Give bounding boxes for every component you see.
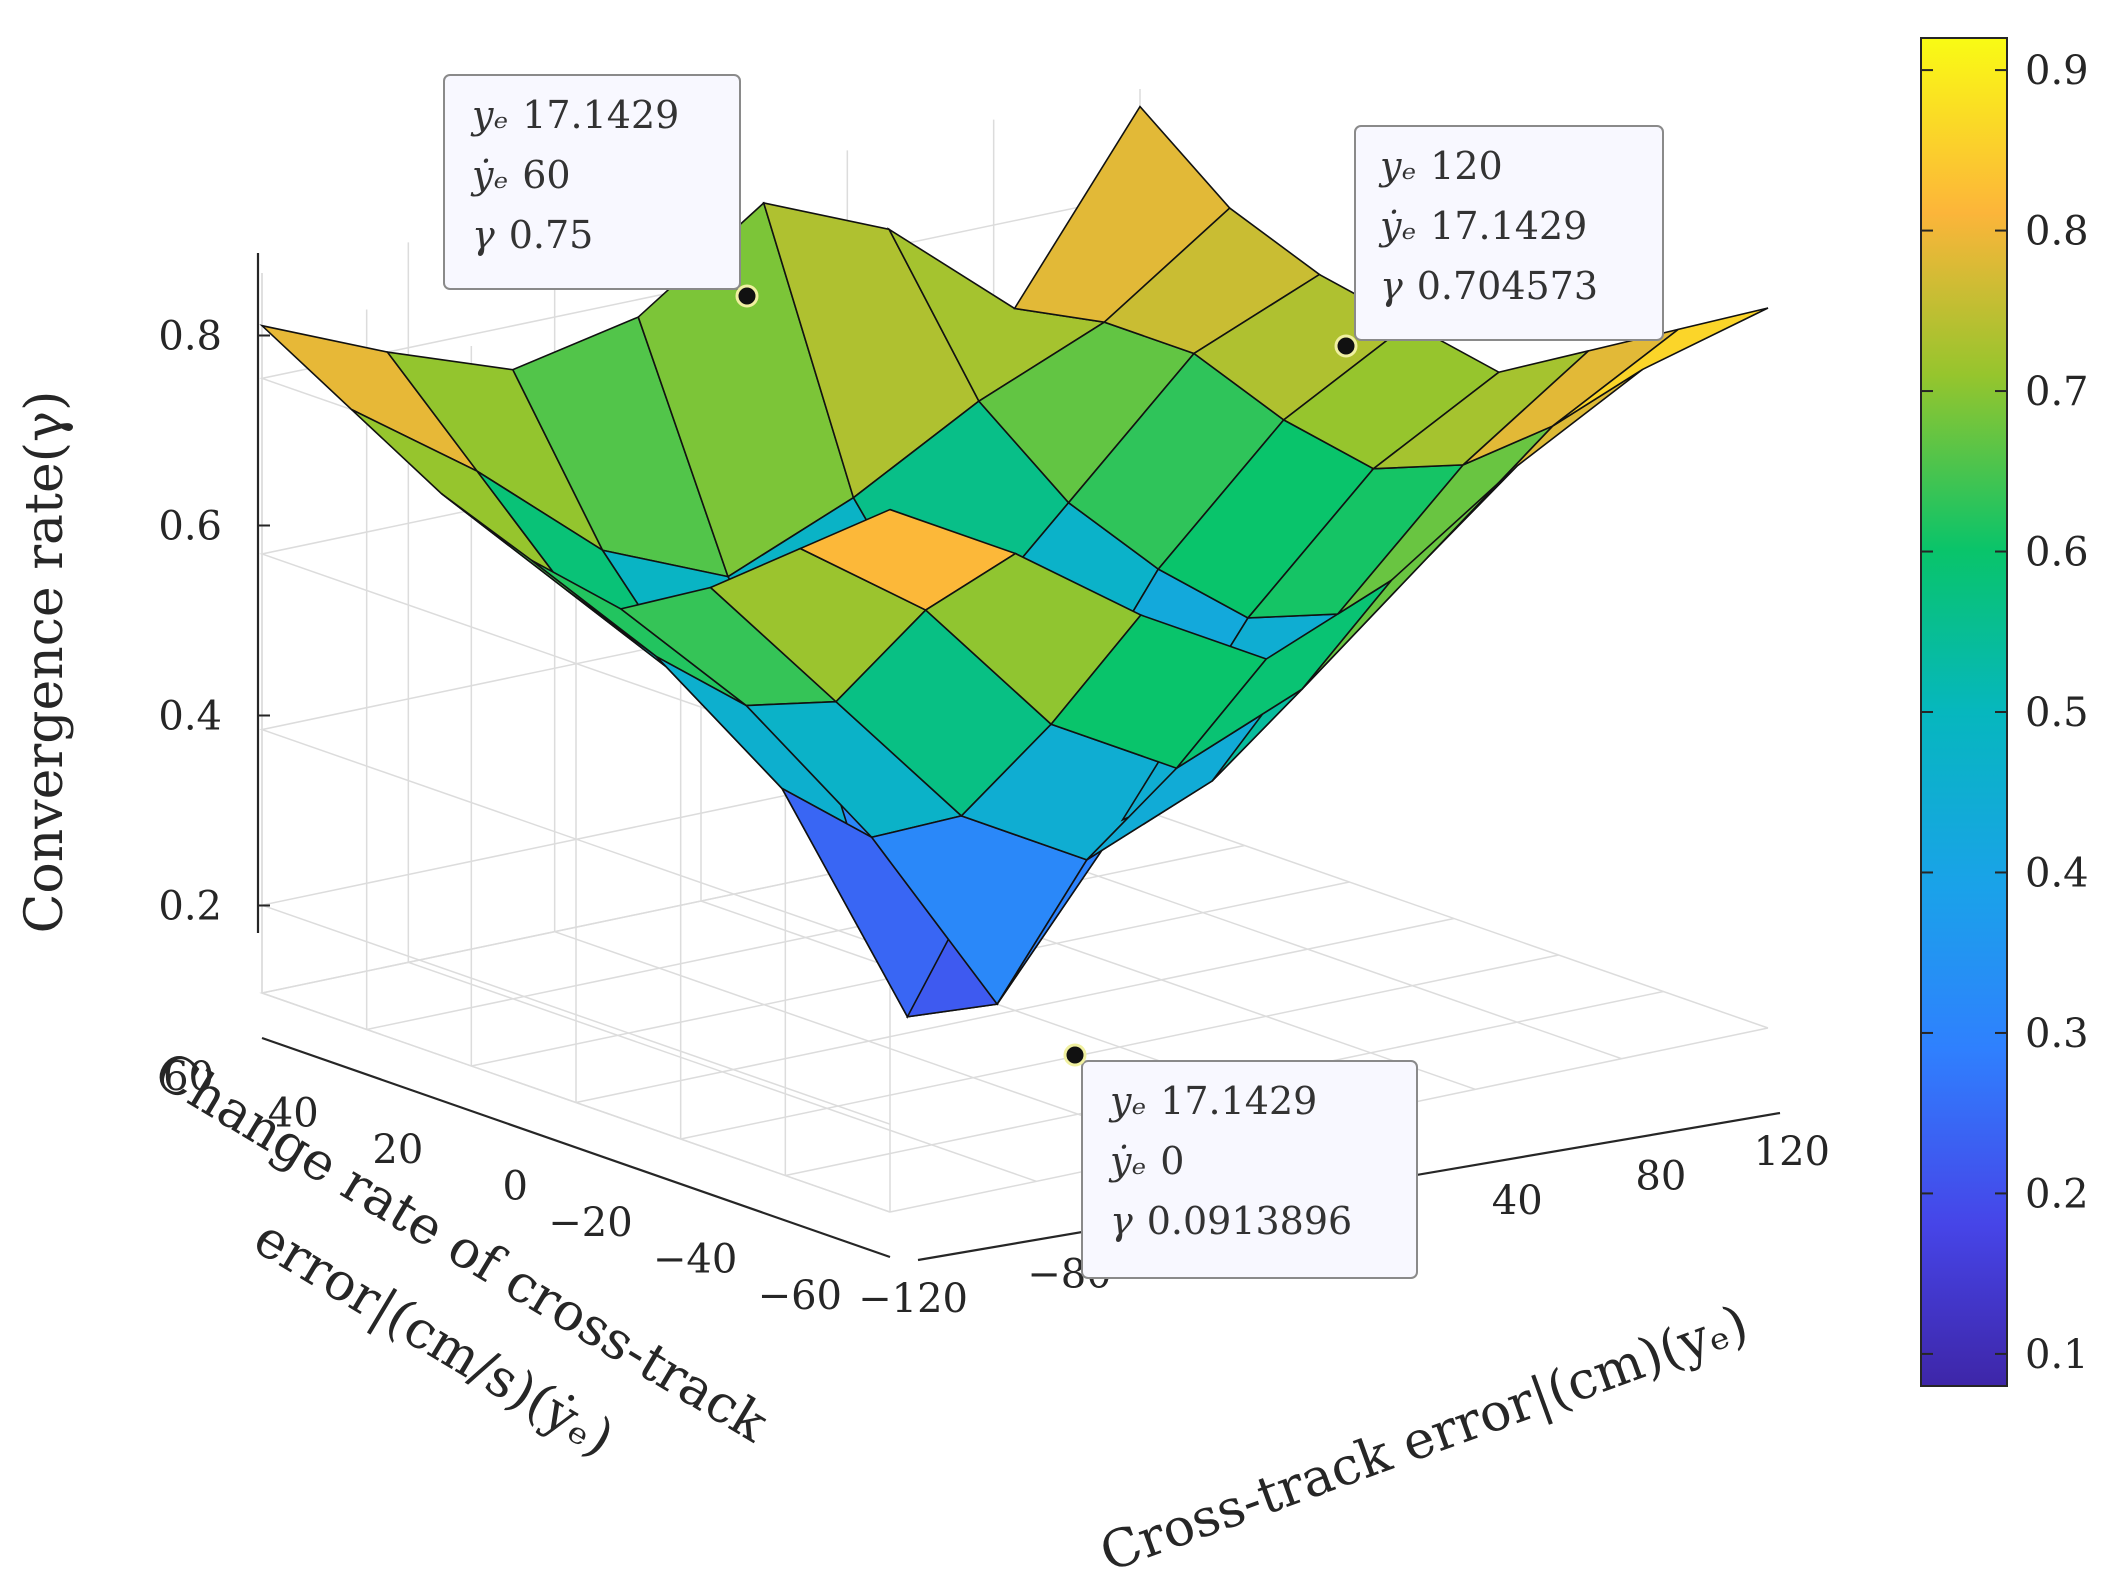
grid-line <box>261 992 891 1213</box>
datatip-gamma-label: γ <box>472 213 495 257</box>
datatips-layer: yₑ 17.1429 ẏₑ 60 γ 0.75 yₑ 120 ẏₑ 17.1429 γ 0.… <box>443 74 1664 1279</box>
z-tick-label: 0.2 <box>158 884 222 930</box>
datatip-ydot-label: ẏₑ <box>1378 204 1416 248</box>
datatip-ydot-value: 0 <box>1160 1139 1184 1183</box>
colorbar-tick-label: 0.7 <box>2025 369 2089 415</box>
surface-layer <box>259 105 1769 1019</box>
y-axis-line <box>261 1036 891 1259</box>
datatip-ydot-value: 17.1429 <box>1430 204 1587 248</box>
x-tick-label: 80 <box>1635 1154 1686 1200</box>
colorbar-tick-label: 0.6 <box>2025 530 2089 576</box>
z-axis-title: Convergence rate(γ) <box>15 391 75 934</box>
y-tick-label: 40 <box>268 1091 319 1137</box>
datatip-ydot-label: ẏₑ <box>1108 1139 1146 1183</box>
datatip-gamma-value: 0.704573 <box>1417 264 1598 308</box>
datatip-top-right[interactable]: yₑ 120 ẏₑ 17.1429 γ 0.704573 <box>1334 125 1664 358</box>
datatip-ye-value: 120 <box>1430 144 1503 188</box>
datatip-ye-label: yₑ <box>1108 1079 1146 1123</box>
x-tick-label: −120 <box>858 1276 968 1322</box>
svg-text:γ0.704573: γ 0.704573 <box>1380 264 1598 308</box>
grid-line <box>408 961 1037 1183</box>
datatip-gamma-label: γ <box>1380 264 1403 308</box>
grid-line <box>1139 808 1769 1029</box>
datatip-marker[interactable] <box>1334 334 1358 358</box>
datatip-ye-value: 17.1429 <box>522 93 679 137</box>
z-tick-label: 0.4 <box>158 694 222 740</box>
colorbar-tick-label: 0.4 <box>2025 850 2089 896</box>
y-tick-label: −40 <box>653 1237 737 1283</box>
datatip-ydot-label: ẏₑ <box>470 153 508 197</box>
svg-text:ẏₑ0: ẏₑ 0 <box>1108 1139 1184 1183</box>
colorbar-tick-label: 0.3 <box>2025 1011 2089 1057</box>
datatip-ye-value: 17.1429 <box>1160 1079 1317 1123</box>
colorbar-ticks: 0.1 0.2 0.3 0.4 0.5 0.6 0.7 0.8 0.9 <box>1921 48 2089 1378</box>
y-tick-label: 60 <box>163 1054 214 1100</box>
colorbar-tick-label: 0.5 <box>2025 690 2089 736</box>
colorbar-tick-label: 0.8 <box>2025 209 2089 255</box>
y-tick-label: −60 <box>758 1273 842 1319</box>
y-tick-label: −20 <box>548 1200 632 1246</box>
datatip-top-left[interactable]: yₑ 17.1429 ẏₑ 60 γ 0.75 <box>443 74 759 308</box>
svg-text:γ0.0913896: γ 0.0913896 <box>1110 1199 1352 1243</box>
grid-line <box>993 838 1622 1060</box>
datatip-ydot-value: 60 <box>522 153 570 197</box>
z-tick-label: 0.8 <box>158 314 222 360</box>
z-tick-label: 0.6 <box>158 504 222 550</box>
colorbar-tick-label: 0.2 <box>2025 1171 2089 1217</box>
colorbar-tick-label: 0.9 <box>2025 48 2089 94</box>
colorbar-tick-label: 0.1 <box>2025 1332 2089 1378</box>
x-tick-label: 120 <box>1754 1129 1830 1175</box>
x-axis-title: Cross-track error|(cm)(yₑ) <box>1093 1294 1756 1583</box>
datatip-marker[interactable] <box>1063 1043 1087 1067</box>
colorbar <box>1920 37 2008 1387</box>
x-tick-label: 40 <box>1492 1178 1543 1224</box>
surface-patch <box>1552 307 1769 427</box>
datatip-ye-label: yₑ <box>470 93 508 137</box>
datatip-ye-label: yₑ <box>1378 144 1416 188</box>
svg-text:γ0.75: γ 0.75 <box>472 213 593 257</box>
datatip-gamma-value: 0.75 <box>509 213 594 257</box>
datatip-marker[interactable] <box>735 284 759 308</box>
y-tick-label: 0 <box>503 1164 528 1210</box>
datatip-gamma-value: 0.0913896 <box>1147 1199 1353 1243</box>
y-tick-label: 20 <box>372 1127 423 1173</box>
grid-line <box>554 930 1183 1152</box>
datatip-bottom[interactable]: yₑ 17.1429 ẏₑ 0 γ 0.0913896 <box>1063 1043 1418 1279</box>
datatip-gamma-label: γ <box>1110 1199 1133 1243</box>
